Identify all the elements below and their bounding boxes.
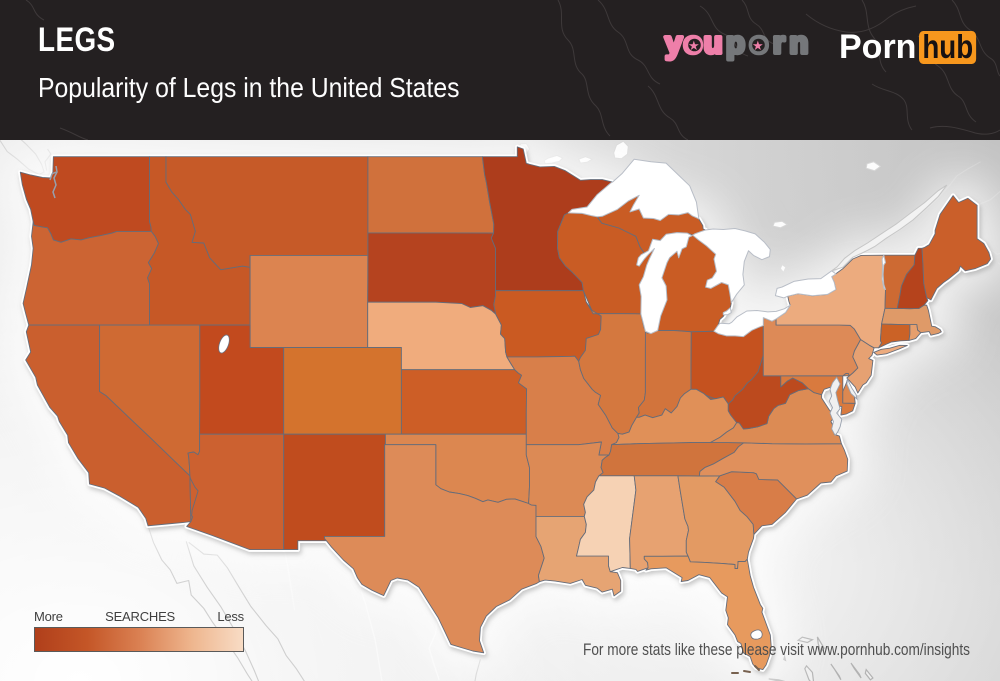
- svg-text:★: ★: [752, 38, 764, 53]
- svg-text:porn: porn: [726, 25, 813, 60]
- svg-text:★: ★: [688, 38, 700, 53]
